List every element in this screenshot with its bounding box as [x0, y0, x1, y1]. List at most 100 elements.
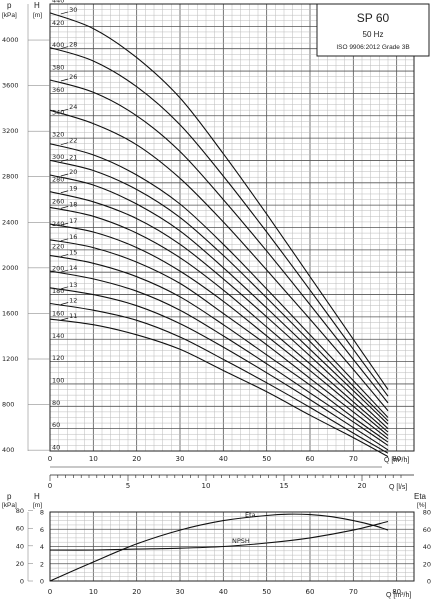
tick-label-kpa: 40 [16, 542, 24, 550]
tick-label-q-m3h: 10 [89, 455, 98, 463]
tick-label-q-m3h: 40 [219, 455, 228, 463]
curve-stage-17 [49, 223, 389, 436]
top-chart-grid [49, 3, 415, 452]
tick-label-m: 8 [40, 509, 44, 517]
tick-label-q-ls: 0 [48, 482, 52, 490]
tick-label-q: 70 [349, 588, 358, 596]
tick-label-q: 0 [48, 588, 52, 596]
tick-label-q: 80 [392, 588, 401, 596]
tick-label-q-ls: 15 [280, 482, 289, 490]
tick-label-q: 10 [89, 588, 98, 596]
tick-label-m: 300 [52, 153, 64, 161]
curve-label-tick [60, 206, 69, 209]
bottom-chart-grid [49, 511, 415, 582]
curve-label-tick [60, 222, 69, 226]
curve-label-28: 28 [69, 41, 77, 49]
curve-stage-14 [49, 270, 389, 446]
tick-label-q: 20 [132, 588, 141, 596]
bottom-p-label: p [7, 492, 12, 501]
tick-label-m: 40 [52, 444, 60, 452]
curve-stage-15 [49, 254, 389, 443]
curve-label-11: 11 [69, 312, 77, 320]
top-p-label: p [7, 1, 12, 10]
curve-eta [49, 513, 389, 582]
tick-label-eta: 40 [423, 543, 431, 551]
tick-label-m: 200 [52, 265, 64, 273]
tick-label-m: 420 [52, 19, 64, 27]
title-box [316, 3, 430, 57]
top-m-label: [m] [33, 12, 42, 19]
bottom-eta-label: Eta [414, 492, 427, 501]
curve-stage-24 [49, 109, 389, 412]
curve-stage-19 [49, 191, 389, 430]
tick-label-q-ls: 10 [202, 482, 211, 490]
curve-label-tick [60, 190, 69, 194]
curve-label-15: 15 [69, 248, 77, 256]
tick-label-m: 2 [40, 560, 44, 568]
bottom-chart-curves: Eta NPSH [49, 511, 389, 582]
tick-label-q-m3h: 60 [306, 455, 315, 463]
top-kpa-label: [kPa] [2, 12, 17, 19]
bottom-plot-frame [49, 511, 415, 582]
tick-label-kpa: 3600 [2, 82, 19, 90]
curve-stage-30 [49, 12, 389, 390]
tick-label-m: 160 [52, 309, 64, 317]
tick-label-m: 360 [52, 86, 64, 94]
tick-label-m: 400 [52, 41, 64, 49]
chart-frequency: 50 Hz [363, 30, 384, 39]
top-h-label: H [34, 1, 40, 10]
chart-title: SP 60 [357, 11, 390, 25]
curve-label-tick [60, 238, 69, 242]
curve-label-tick [60, 317, 69, 321]
tick-label-q-ls: 5 [126, 482, 130, 490]
tick-label-m: 80 [52, 399, 60, 407]
tick-label-q-ls: 20 [358, 482, 367, 490]
curve-label-tick [60, 254, 69, 257]
tick-label-eta: 20 [423, 560, 431, 568]
bottom-m-label: [m] [33, 502, 42, 509]
tick-label-kpa: 2400 [2, 218, 19, 226]
tick-label-kpa: 1600 [2, 309, 19, 317]
tick-label-m: 140 [52, 332, 64, 340]
curve-stage-28 [49, 47, 389, 397]
tick-label-m: 100 [52, 376, 64, 384]
curve-label-14: 14 [69, 264, 77, 272]
tick-label-kpa: 400 [2, 446, 14, 454]
top-plot-frame [49, 3, 415, 452]
tick-label-m: 220 [52, 242, 64, 250]
curve-label-12: 12 [69, 296, 77, 304]
tick-label-kpa: 4000 [2, 36, 19, 44]
curve-label-21: 21 [69, 153, 77, 161]
tick-label-m: 4 [40, 543, 44, 551]
bottom-x-label: Q [m³/h] [386, 592, 411, 599]
curve-label-tick [60, 46, 69, 49]
tick-label-q-m3h: 50 [262, 455, 271, 463]
bottom-pct-label: [%] [417, 502, 427, 509]
curve-label-tick [60, 78, 69, 82]
tick-label-m: 0 [40, 578, 44, 586]
curve-label-16: 16 [69, 233, 77, 241]
curve-stage-22 [49, 143, 389, 418]
tick-label-q: 40 [219, 588, 228, 596]
curve-label-17: 17 [69, 217, 77, 225]
tick-label-m: 240 [52, 220, 64, 228]
tick-label-kpa: 2800 [2, 173, 19, 181]
top-x-label-ls: Q [l/s] [389, 484, 407, 491]
curve-label-tick [60, 11, 69, 15]
tick-label-kpa: 20 [16, 560, 24, 568]
tick-label-m: 120 [52, 354, 64, 362]
curve-label-20: 20 [69, 168, 77, 176]
curve-label-24: 24 [69, 103, 77, 111]
curve-label-19: 19 [69, 185, 77, 193]
tick-label-m: 280 [52, 175, 64, 183]
curve-label-tick [60, 302, 69, 305]
curve-label-26: 26 [69, 73, 77, 81]
tick-label-q: 60 [306, 588, 315, 596]
tick-label-kpa: 60 [16, 525, 24, 533]
tick-label-eta: 0 [427, 578, 431, 586]
curve-npsh [49, 520, 389, 551]
curve-label-30: 30 [69, 6, 77, 14]
label-eta: Eta [245, 511, 256, 519]
